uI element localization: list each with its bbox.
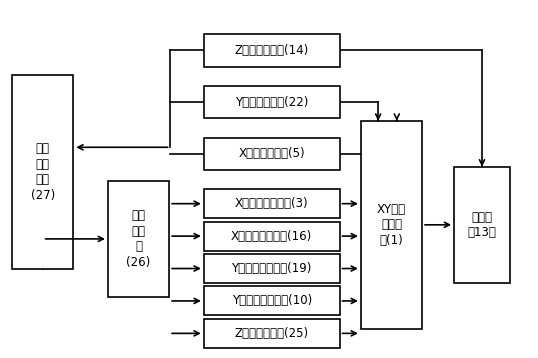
Bar — [108, 181, 169, 297]
Bar — [361, 121, 422, 329]
Text: Z轴位移驱动器(25): Z轴位移驱动器(25) — [235, 327, 309, 340]
Text: Y轴激光传感器(22): Y轴激光传感器(22) — [235, 96, 308, 109]
Text: X轴前位移驱动器(3): X轴前位移驱动器(3) — [235, 197, 308, 210]
Bar — [204, 34, 339, 67]
Text: XY二维
基座平
台(1): XY二维 基座平 台(1) — [377, 203, 406, 247]
Text: Y轴后位移驱动器(10): Y轴后位移驱动器(10) — [231, 294, 312, 308]
Text: 载物台
（13）: 载物台 （13） — [468, 211, 497, 239]
Text: X轴后位移驱动器(16): X轴后位移驱动器(16) — [231, 229, 312, 243]
Bar — [204, 254, 339, 283]
Text: Z轴激光传感器(14): Z轴激光传感器(14) — [235, 44, 309, 57]
Bar — [454, 167, 510, 283]
Text: 中央
控制
单元
(27): 中央 控制 单元 (27) — [31, 142, 55, 202]
Text: 驱动
器电
源
(26): 驱动 器电 源 (26) — [126, 209, 151, 268]
Bar — [204, 86, 339, 118]
Text: Y轴前位移驱动器(19): Y轴前位移驱动器(19) — [231, 262, 312, 275]
Bar — [204, 319, 339, 348]
Bar — [204, 222, 339, 251]
Bar — [204, 189, 339, 218]
Text: X轴激光传感器(5): X轴激光传感器(5) — [238, 147, 305, 160]
Bar — [204, 286, 339, 315]
Bar — [12, 75, 73, 269]
Bar — [204, 138, 339, 170]
